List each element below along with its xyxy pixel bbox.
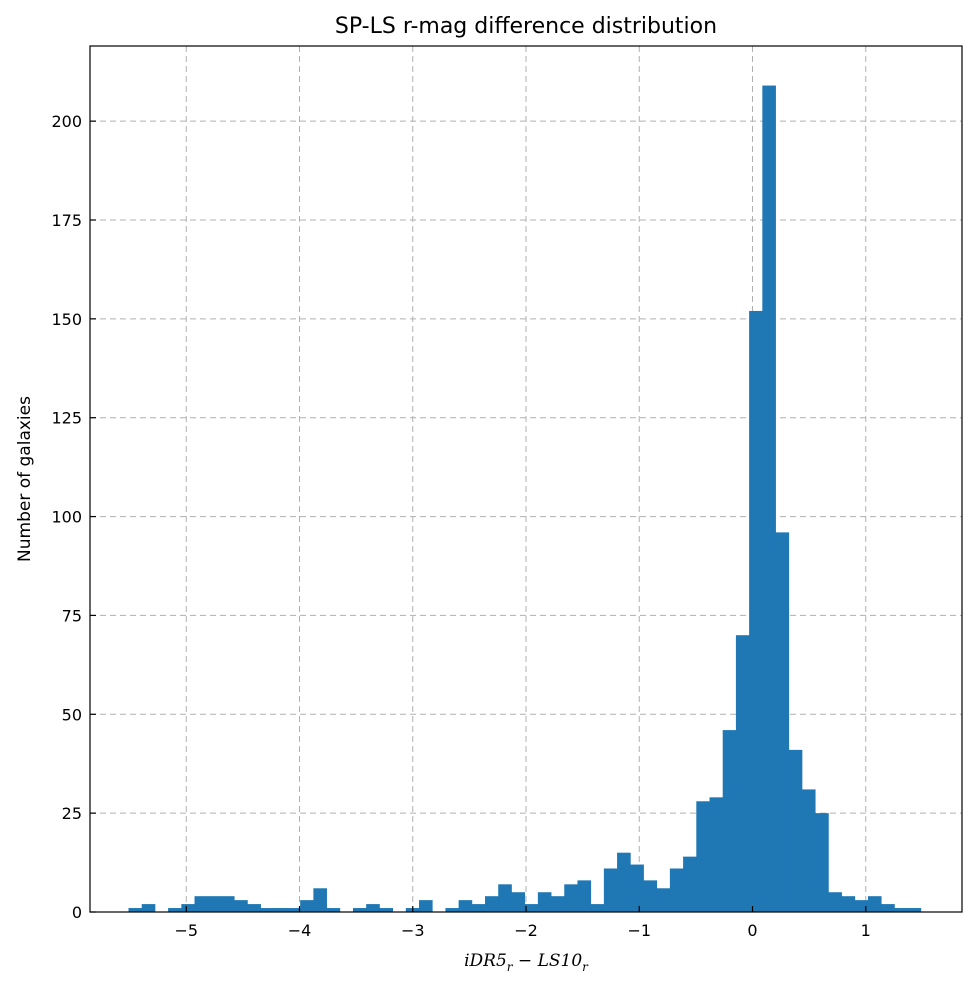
histogram-bar xyxy=(379,908,393,912)
x-label-sub1: r xyxy=(507,960,514,974)
histogram-bar xyxy=(168,908,182,912)
y-tick-label: 175 xyxy=(51,211,82,230)
histogram-bar xyxy=(577,880,592,912)
histogram-bar xyxy=(511,892,526,912)
histogram-bar xyxy=(735,635,750,912)
histogram-bar xyxy=(696,801,710,912)
histogram-bar xyxy=(234,900,248,912)
histogram-bar xyxy=(366,904,380,912)
y-tick-label: 0 xyxy=(72,903,82,922)
histogram-bar xyxy=(564,884,578,912)
histogram-bar xyxy=(854,900,869,912)
histogram-bar xyxy=(762,85,776,912)
histogram-bar xyxy=(181,904,195,912)
histogram-bar xyxy=(617,852,631,912)
histogram-bar xyxy=(815,813,829,912)
x-label-main1: iDR5 xyxy=(464,951,507,971)
histogram-bar xyxy=(352,908,367,912)
histogram-bar xyxy=(537,892,552,912)
histogram-bar xyxy=(498,884,512,912)
x-tick-label: −5 xyxy=(174,921,198,940)
x-tick-label: 0 xyxy=(747,921,757,940)
histogram-bar xyxy=(445,908,460,912)
histogram-bar xyxy=(894,908,908,912)
histogram-bar xyxy=(247,904,261,912)
histogram-bar xyxy=(551,896,565,912)
histogram-bar xyxy=(841,896,856,912)
histogram-bar xyxy=(788,749,803,912)
histogram-bar xyxy=(630,864,644,912)
histogram-bar xyxy=(141,904,156,912)
y-tick-label: 25 xyxy=(62,804,82,823)
histogram-bar xyxy=(801,789,816,912)
histogram-bar xyxy=(867,896,882,912)
y-tick-label: 75 xyxy=(62,606,82,625)
histogram-bar xyxy=(313,888,327,912)
x-tick-label: −1 xyxy=(627,921,651,940)
histogram-bar xyxy=(643,880,658,912)
histogram-bar xyxy=(286,908,301,912)
x-tick-label: 1 xyxy=(861,921,871,940)
histogram-bar xyxy=(656,888,671,912)
histogram-bar xyxy=(590,904,605,912)
x-tick-label: −4 xyxy=(288,921,312,940)
y-tick-label: 150 xyxy=(51,310,82,329)
histogram-bar xyxy=(603,868,618,912)
y-grid xyxy=(90,120,962,814)
histogram-bar xyxy=(207,896,222,912)
histogram-bar xyxy=(683,856,697,912)
histogram-bar xyxy=(419,900,433,912)
x-label-main2: LS10 xyxy=(537,951,583,971)
y-tick-label: 100 xyxy=(51,508,82,527)
histogram-bar xyxy=(326,908,341,912)
histogram-bar xyxy=(471,904,486,912)
x-tick-label: −2 xyxy=(514,921,538,940)
histogram-bar xyxy=(128,908,143,912)
histogram-bar xyxy=(775,532,790,912)
histogram-bar xyxy=(220,896,235,912)
x-axis-label: iDR5r − LS10r xyxy=(464,951,589,974)
histogram-bar xyxy=(881,904,895,912)
histogram-bars xyxy=(128,85,922,912)
y-axis-label: Number of galaxies xyxy=(15,396,35,562)
histogram-bar xyxy=(300,900,314,912)
histogram-bar xyxy=(669,868,684,912)
histogram-bar xyxy=(709,797,724,912)
histogram-bar xyxy=(273,908,288,912)
histogram-bar xyxy=(485,896,499,912)
histogram-bar xyxy=(907,908,922,912)
y-tick-label: 200 xyxy=(51,112,82,131)
y-tick-label: 50 xyxy=(62,705,82,724)
y-tick-label: 125 xyxy=(51,409,82,428)
histogram-bar xyxy=(828,892,842,912)
chart-title: SP-LS r-mag difference distribution xyxy=(335,14,717,39)
x-label-sub2: r xyxy=(582,960,589,974)
histogram-bar xyxy=(194,896,209,912)
histogram-bar xyxy=(749,310,763,912)
x-axis-ticks: −5 −4 −3 −2 −1 0 1 xyxy=(174,906,871,940)
x-tick-label: −3 xyxy=(401,921,425,940)
histogram-bar xyxy=(722,730,737,912)
y-axis-ticks: 0 25 50 75 100 125 150 175 200 xyxy=(51,112,96,922)
histogram-bar xyxy=(458,900,473,912)
x-label-operator: − xyxy=(513,951,538,971)
histogram-bar xyxy=(260,908,275,912)
histogram-bar xyxy=(524,904,539,912)
